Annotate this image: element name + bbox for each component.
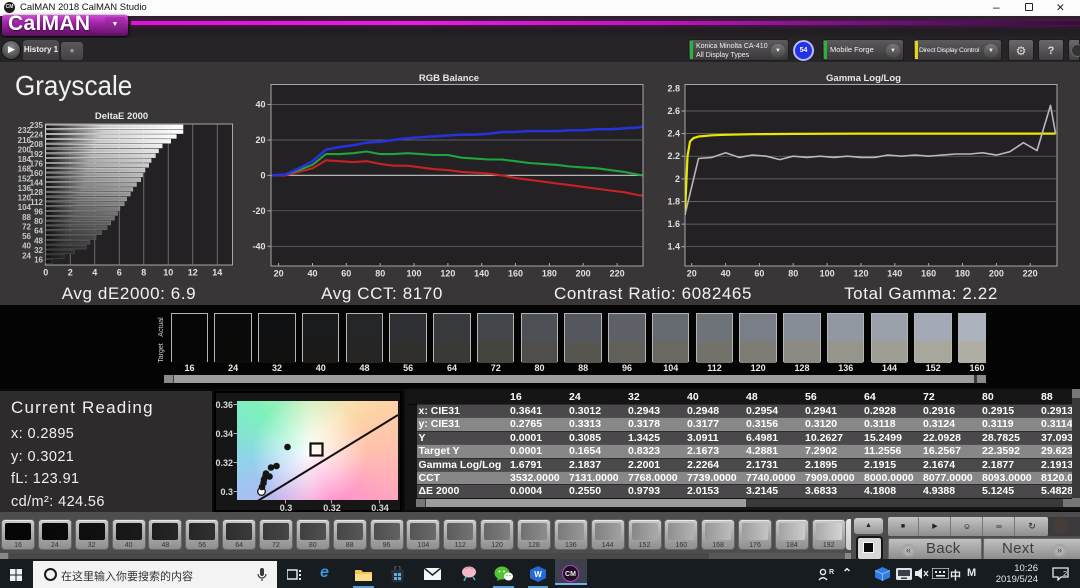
svg-text:80: 80 [34, 217, 43, 226]
svg-text:2: 2 [675, 174, 680, 184]
svg-text:2.2: 2.2 [667, 151, 680, 161]
svg-text:4: 4 [92, 268, 97, 278]
svg-text:2.8: 2.8 [667, 83, 680, 93]
svg-text:40: 40 [721, 269, 731, 279]
svg-text:0.34: 0.34 [215, 429, 233, 439]
svg-text:200: 200 [576, 269, 591, 279]
svg-text:120: 120 [853, 269, 868, 279]
svg-text:2: 2 [68, 268, 73, 278]
svg-text:180: 180 [542, 269, 557, 279]
svg-text:20: 20 [687, 269, 697, 279]
svg-text:100: 100 [820, 269, 835, 279]
svg-text:160: 160 [921, 269, 936, 279]
svg-text:R: R [829, 569, 834, 576]
svg-text:8: 8 [141, 268, 146, 278]
svg-text:0.34: 0.34 [371, 503, 389, 513]
svg-text:24: 24 [22, 251, 31, 260]
svg-text:160: 160 [30, 169, 44, 178]
svg-text:152: 152 [18, 174, 32, 183]
svg-text:0.36: 0.36 [215, 400, 233, 410]
svg-text:16: 16 [34, 256, 43, 265]
svg-text:60: 60 [341, 269, 351, 279]
svg-text:-40: -40 [252, 241, 265, 251]
svg-text:2.4: 2.4 [667, 129, 680, 139]
svg-text:72: 72 [22, 222, 31, 231]
svg-text:12: 12 [188, 268, 198, 278]
svg-text:0.3: 0.3 [280, 503, 293, 513]
svg-text:0: 0 [43, 268, 48, 278]
svg-text:14: 14 [212, 268, 222, 278]
svg-text:160: 160 [508, 269, 523, 279]
svg-text:40: 40 [307, 269, 317, 279]
svg-text:56: 56 [22, 232, 31, 241]
svg-text:128: 128 [30, 188, 44, 197]
svg-text:216: 216 [18, 136, 32, 145]
svg-text:80: 80 [788, 269, 798, 279]
svg-text:48: 48 [34, 236, 43, 245]
svg-text:200: 200 [18, 146, 32, 155]
svg-text:1.4: 1.4 [667, 242, 680, 252]
svg-text:136: 136 [18, 184, 32, 193]
svg-text:1.6: 1.6 [667, 219, 680, 229]
svg-text:DeltaE 2000: DeltaE 2000 [95, 111, 148, 122]
svg-text:192: 192 [30, 150, 44, 159]
svg-text:0.32: 0.32 [215, 458, 233, 468]
svg-text:88: 88 [22, 213, 31, 222]
svg-text:W: W [534, 570, 542, 579]
svg-text:184: 184 [18, 155, 32, 164]
svg-text:104: 104 [18, 203, 32, 212]
svg-text:140: 140 [887, 269, 902, 279]
svg-text:20: 20 [255, 135, 265, 145]
svg-text:220: 220 [1023, 269, 1038, 279]
svg-text:208: 208 [30, 140, 44, 149]
svg-text:144: 144 [30, 179, 44, 188]
svg-text:Gamma Log/Log: Gamma Log/Log [826, 73, 901, 84]
svg-text:120: 120 [440, 269, 455, 279]
svg-text:40: 40 [22, 242, 31, 251]
svg-text:112: 112 [30, 198, 43, 207]
svg-text:20: 20 [274, 269, 284, 279]
svg-text:176: 176 [30, 159, 44, 168]
svg-text:232: 232 [18, 126, 32, 135]
svg-text:6: 6 [117, 268, 122, 278]
svg-text:60: 60 [754, 269, 764, 279]
svg-text:140: 140 [474, 269, 489, 279]
svg-text:180: 180 [955, 269, 970, 279]
svg-text:0.32: 0.32 [323, 503, 341, 513]
svg-text:-20: -20 [252, 206, 265, 216]
svg-text:2.6: 2.6 [667, 106, 680, 116]
svg-text:2: 2 [1063, 569, 1067, 578]
svg-text:224: 224 [30, 131, 44, 140]
svg-text:0: 0 [260, 170, 265, 180]
svg-text:32: 32 [34, 246, 43, 255]
svg-text:168: 168 [18, 165, 32, 174]
svg-text:200: 200 [989, 269, 1004, 279]
svg-text:RGB Balance: RGB Balance [419, 73, 479, 84]
svg-text:10: 10 [163, 268, 173, 278]
svg-text:80: 80 [375, 269, 385, 279]
svg-text:0.3: 0.3 [220, 487, 233, 497]
svg-text:40: 40 [255, 100, 265, 110]
svg-text:235: 235 [30, 121, 44, 130]
svg-text:96: 96 [34, 208, 43, 217]
svg-text:64: 64 [34, 227, 43, 236]
svg-text:220: 220 [610, 269, 625, 279]
svg-text:120: 120 [18, 194, 32, 203]
svg-text:100: 100 [406, 269, 421, 279]
svg-text:1.8: 1.8 [667, 197, 680, 207]
